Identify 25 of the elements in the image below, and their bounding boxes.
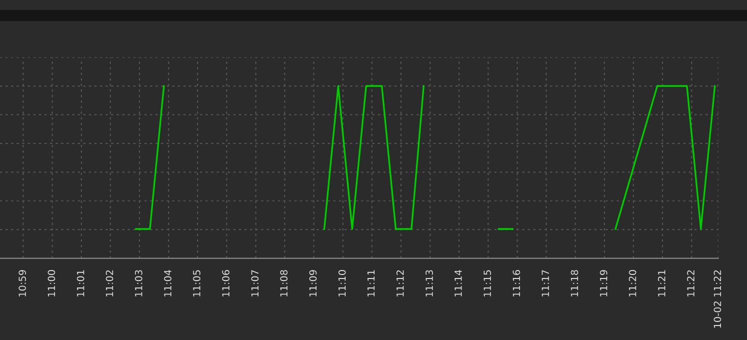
x-tick-label: 11:00 <box>48 270 56 296</box>
x-tick-label: 11:09 <box>309 270 317 296</box>
x-tick-label: 11:05 <box>193 270 200 296</box>
x-tick-label: 11:22 <box>687 270 694 296</box>
x-tick-label: 11:17 <box>542 270 549 296</box>
x-tick-label: 11:18 <box>570 270 578 296</box>
x-tick-label: 10-02 11:22 <box>714 270 722 328</box>
x-tick-label: 11:14 <box>454 270 462 296</box>
x-tick-label: 11:13 <box>426 270 433 296</box>
x-tick-label: 11:12 <box>396 270 404 296</box>
x-tick-label: 11:19 <box>600 270 608 296</box>
x-tick-label: 10:59 <box>18 270 26 296</box>
x-tick-label: 11:02 <box>106 270 114 296</box>
x-tick-label: 11:04 <box>164 270 172 296</box>
x-tick-label: 11:06 <box>222 270 230 296</box>
x-tick-label: 11:03 <box>134 270 142 296</box>
x-tick-label: 11:15 <box>484 270 491 296</box>
x-tick-label: 11:08 <box>280 270 288 296</box>
x-tick-label: 11:01 <box>76 270 84 296</box>
x-tick-label: 11:20 <box>628 270 636 296</box>
x-tick-label: 11:10 <box>338 270 346 296</box>
x-tick-label: 11:21 <box>658 270 666 296</box>
x-tick-label: 11:16 <box>512 270 520 296</box>
x-tick-label: 11:07 <box>251 270 259 296</box>
x-tick-label: 11:11 <box>367 270 375 296</box>
